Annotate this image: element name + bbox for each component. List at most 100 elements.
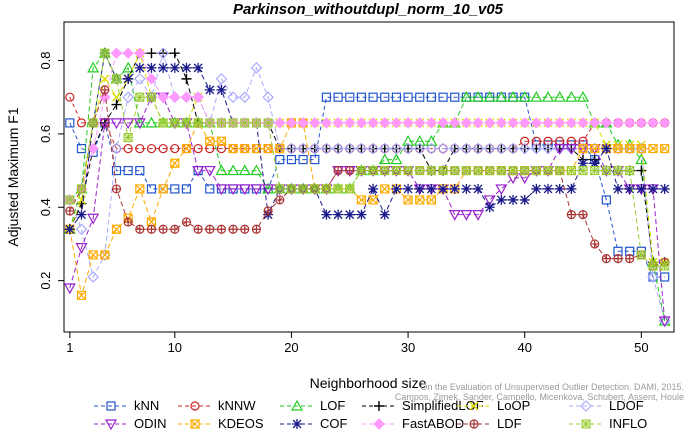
data-point bbox=[181, 118, 192, 128]
data-point bbox=[146, 217, 157, 227]
data-point bbox=[391, 183, 402, 194]
data-point bbox=[390, 153, 403, 165]
data-point bbox=[65, 195, 75, 205]
data-point bbox=[612, 142, 624, 155]
data-point bbox=[413, 142, 426, 155]
data-point bbox=[344, 117, 356, 129]
data-point bbox=[578, 143, 588, 154]
data-point bbox=[170, 158, 180, 168]
data-point bbox=[507, 117, 519, 129]
data-point bbox=[460, 210, 473, 221]
data-point bbox=[554, 183, 565, 194]
plot-frame bbox=[63, 21, 675, 333]
data-point bbox=[298, 184, 308, 194]
data-point bbox=[542, 142, 554, 155]
data-point bbox=[425, 117, 438, 129]
series-line bbox=[69, 51, 665, 230]
data-point bbox=[286, 184, 296, 194]
data-point bbox=[402, 142, 414, 155]
series-line bbox=[69, 51, 665, 267]
legend-label: LOF bbox=[320, 398, 345, 413]
data-point bbox=[519, 117, 531, 129]
legend-label: ODIN bbox=[134, 416, 167, 431]
data-point bbox=[507, 90, 520, 102]
data-point bbox=[373, 418, 385, 430]
data-point bbox=[438, 92, 448, 102]
data-point bbox=[290, 399, 304, 411]
data-point bbox=[635, 117, 648, 129]
legend-label: kNN bbox=[134, 398, 159, 413]
data-point bbox=[216, 143, 227, 154]
data-point bbox=[553, 143, 566, 155]
data-point bbox=[122, 47, 134, 59]
data-point bbox=[321, 209, 332, 220]
data-point bbox=[227, 91, 239, 104]
data-point bbox=[63, 283, 76, 295]
data-point bbox=[87, 213, 100, 225]
data-point bbox=[216, 84, 227, 95]
data-point bbox=[542, 117, 554, 129]
data-point bbox=[181, 143, 192, 154]
legend-item-SimplifiedLOF: SimplifiedLOF bbox=[362, 398, 484, 413]
data-point bbox=[193, 62, 204, 73]
legend-item-INFLO: INFLO bbox=[569, 416, 647, 431]
data-point bbox=[285, 142, 298, 155]
data-point bbox=[320, 142, 333, 155]
data-point bbox=[273, 142, 286, 155]
data-point bbox=[134, 47, 146, 59]
data-point bbox=[448, 142, 461, 155]
data-point bbox=[111, 74, 122, 84]
data-point bbox=[215, 164, 228, 176]
y-tick-label: 0.4 bbox=[38, 198, 53, 216]
legend-label: FastABOD bbox=[402, 416, 464, 431]
data-point bbox=[262, 184, 275, 196]
data-point bbox=[355, 142, 368, 155]
legend-item-LOF: LOF bbox=[280, 398, 345, 413]
data-point bbox=[135, 143, 145, 154]
data-point bbox=[636, 183, 647, 194]
data-point bbox=[205, 224, 215, 234]
data-point bbox=[495, 117, 508, 129]
series-INFLO bbox=[65, 48, 670, 271]
data-point bbox=[110, 47, 123, 59]
data-point bbox=[624, 183, 635, 194]
data-point bbox=[590, 239, 600, 249]
data-point bbox=[379, 209, 390, 220]
data-point bbox=[145, 116, 158, 128]
data-point bbox=[635, 153, 648, 165]
data-point bbox=[531, 183, 542, 194]
data-point bbox=[135, 92, 145, 102]
x-tick-label: 50 bbox=[634, 340, 648, 355]
data-point bbox=[75, 223, 88, 236]
data-point bbox=[356, 195, 367, 205]
legend-label: INFLO bbox=[609, 416, 647, 431]
data-point bbox=[566, 183, 577, 194]
data-point bbox=[181, 184, 192, 194]
data-point bbox=[380, 166, 390, 176]
data-point bbox=[345, 92, 355, 102]
data-point bbox=[181, 62, 192, 73]
data-point bbox=[111, 184, 122, 194]
data-point bbox=[483, 142, 496, 155]
data-point bbox=[227, 164, 240, 176]
y-axis-label: Adjusted Maximum F1 bbox=[5, 107, 21, 246]
data-point bbox=[625, 254, 635, 264]
data-point bbox=[484, 117, 496, 129]
data-point bbox=[343, 142, 356, 155]
data-point bbox=[75, 243, 88, 254]
data-point bbox=[146, 143, 157, 154]
data-point bbox=[613, 166, 623, 176]
data-point bbox=[344, 209, 355, 220]
data-point bbox=[613, 143, 623, 154]
credit-line-1: Campos, Zimek, Sander, Campello, Micenko… bbox=[395, 392, 684, 402]
data-point bbox=[170, 143, 180, 154]
data-point bbox=[520, 166, 530, 176]
data-point bbox=[590, 166, 600, 176]
data-point bbox=[601, 143, 612, 154]
data-point bbox=[88, 250, 98, 260]
data-point bbox=[238, 91, 251, 104]
data-point bbox=[170, 224, 180, 234]
data-point bbox=[135, 165, 145, 176]
data-point bbox=[100, 74, 110, 84]
legend-item-kNNW: kNNW bbox=[178, 398, 256, 413]
